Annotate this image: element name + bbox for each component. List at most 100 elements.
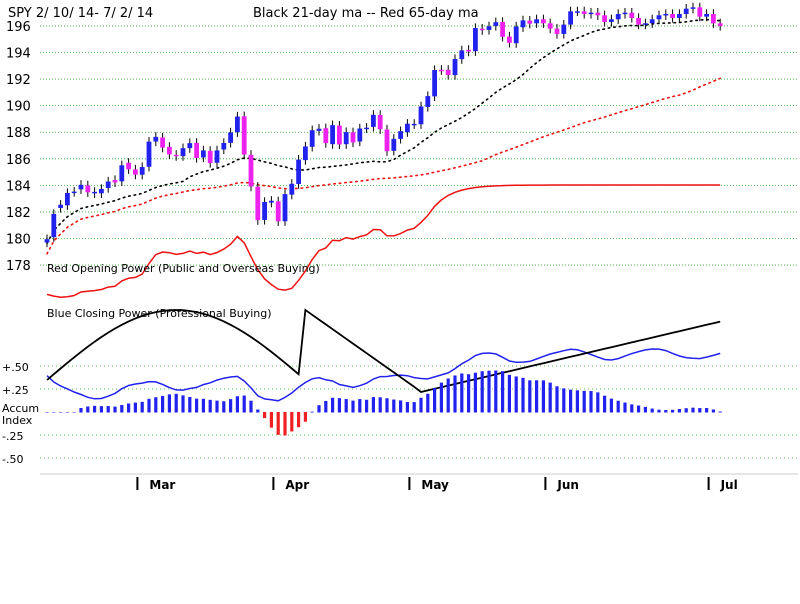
candle-body bbox=[439, 69, 444, 72]
candle-body bbox=[683, 8, 689, 14]
candle-body bbox=[554, 28, 560, 34]
accum-bar bbox=[501, 371, 505, 413]
accum-bar bbox=[79, 408, 83, 413]
candle-body bbox=[105, 181, 111, 189]
accum-bar bbox=[705, 408, 709, 413]
ma-65-line bbox=[46, 77, 722, 255]
accum-bar bbox=[147, 398, 151, 413]
accum-bar bbox=[269, 412, 273, 428]
accum-bar bbox=[507, 374, 511, 413]
accum-bar bbox=[467, 374, 471, 413]
accum-bar bbox=[249, 400, 253, 413]
candle-body bbox=[690, 7, 696, 9]
accum-bar bbox=[229, 399, 233, 413]
accum-tick-label: -.25 bbox=[2, 430, 23, 443]
accum-tick-label: +.50 bbox=[2, 361, 29, 374]
candle-body bbox=[513, 26, 519, 44]
candle-body bbox=[44, 239, 50, 243]
candle-body bbox=[303, 146, 308, 161]
accum-bar bbox=[59, 412, 63, 413]
power-lines bbox=[46, 184, 721, 402]
accum-bar bbox=[603, 395, 607, 413]
month-label: May bbox=[421, 478, 449, 492]
candle-body bbox=[717, 23, 723, 26]
accum-bar bbox=[575, 390, 579, 413]
candle-body bbox=[534, 19, 539, 24]
candle-body bbox=[112, 180, 118, 183]
candle-body bbox=[357, 128, 363, 142]
accum-bar bbox=[106, 406, 110, 413]
candle-body bbox=[282, 194, 288, 222]
accum-bar bbox=[514, 376, 518, 413]
accum-bar bbox=[337, 398, 341, 413]
candle-body bbox=[248, 154, 254, 187]
candle-body bbox=[119, 165, 125, 182]
candle-body bbox=[649, 19, 655, 24]
candle-body bbox=[500, 21, 505, 37]
accum-bar bbox=[684, 408, 688, 413]
candle-body bbox=[527, 20, 533, 24]
price-tick-label: 184 bbox=[6, 179, 31, 194]
accum-bar bbox=[677, 409, 681, 413]
candle-body bbox=[350, 132, 356, 143]
accum-bar bbox=[263, 412, 267, 419]
accum-bar bbox=[344, 399, 348, 413]
candle-body bbox=[343, 132, 349, 145]
candle-body bbox=[629, 12, 635, 18]
accum-bar bbox=[528, 380, 532, 413]
accum-bar bbox=[650, 408, 654, 413]
candle-body bbox=[493, 22, 499, 26]
accum-bar bbox=[52, 412, 56, 413]
accum-tick-label: +.25 bbox=[2, 384, 29, 397]
accum-bar bbox=[358, 399, 362, 413]
ma-21-line bbox=[46, 18, 722, 244]
accum-bar bbox=[72, 412, 76, 413]
accum-bar bbox=[535, 380, 539, 413]
price-tick-label: 196 bbox=[6, 20, 31, 35]
candle-body bbox=[432, 70, 437, 97]
candle-body bbox=[520, 20, 526, 28]
accum-bar bbox=[290, 412, 294, 432]
candle-body bbox=[486, 26, 492, 30]
candle-body bbox=[316, 128, 322, 131]
accum-bar bbox=[99, 406, 103, 413]
accum-bar bbox=[324, 400, 328, 413]
red-opening-power-label: Red Opening Power (Public and Overseas B… bbox=[47, 262, 320, 275]
candle-body bbox=[588, 12, 594, 15]
accum-bar bbox=[297, 412, 301, 428]
accum-bar bbox=[589, 391, 593, 413]
candle-body bbox=[561, 24, 567, 34]
candle-body bbox=[568, 11, 573, 25]
accum-bar bbox=[154, 397, 158, 413]
candle-body bbox=[697, 7, 703, 17]
accum-bar bbox=[596, 392, 600, 413]
accum-bar bbox=[562, 388, 566, 413]
accum-bar bbox=[113, 406, 117, 413]
candle-body bbox=[377, 114, 383, 130]
candle-body bbox=[425, 96, 431, 107]
accum-bar bbox=[161, 395, 165, 413]
accum-bar bbox=[433, 387, 437, 413]
accum-bar bbox=[256, 409, 260, 413]
candle-body bbox=[85, 185, 91, 193]
accum-bar bbox=[419, 397, 423, 413]
accum-bar bbox=[86, 406, 90, 413]
closing-power-ma-line bbox=[46, 308, 721, 393]
candle-body bbox=[473, 28, 478, 52]
candle-body bbox=[418, 106, 424, 125]
chart-subtitle: Black 21-day ma -- Red 65-day ma bbox=[253, 6, 479, 21]
candle-body bbox=[201, 150, 206, 158]
accum-bar bbox=[181, 395, 185, 413]
candle-body bbox=[323, 128, 329, 144]
accum-bar bbox=[283, 412, 287, 436]
grid-lines bbox=[40, 25, 798, 459]
accum-bar bbox=[555, 386, 559, 413]
accum-bar bbox=[195, 398, 199, 413]
accum-bar bbox=[718, 411, 722, 413]
candle-body bbox=[269, 200, 274, 203]
accum-bar bbox=[120, 405, 124, 413]
price-candles bbox=[44, 2, 723, 248]
accum-bar bbox=[698, 408, 702, 413]
accum-bar bbox=[582, 390, 586, 413]
